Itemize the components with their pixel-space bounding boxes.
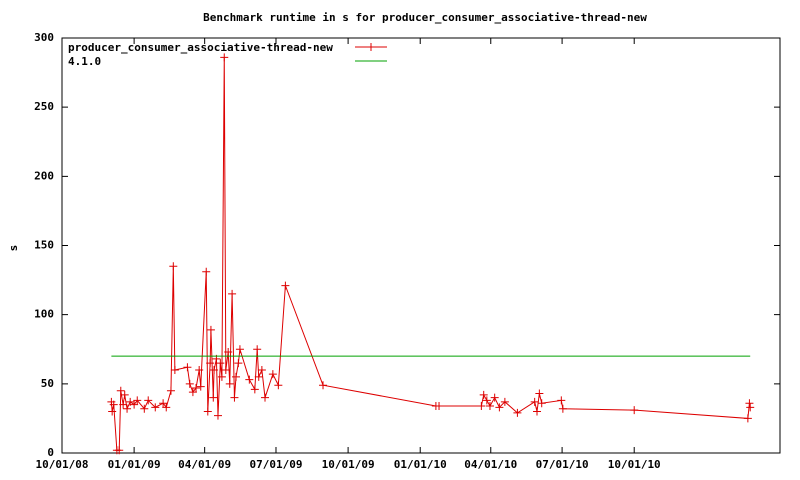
point-marker bbox=[109, 400, 118, 409]
point-marker bbox=[206, 325, 215, 334]
point-marker bbox=[119, 400, 128, 409]
point-marker bbox=[185, 379, 194, 388]
point-marker bbox=[183, 363, 192, 372]
point-marker bbox=[743, 414, 752, 423]
point-marker bbox=[170, 366, 179, 374]
point-marker bbox=[133, 396, 142, 405]
point-marker bbox=[210, 366, 219, 374]
point-marker bbox=[151, 403, 160, 412]
point-marker bbox=[261, 393, 270, 402]
point-marker bbox=[479, 390, 488, 399]
point-marker bbox=[535, 389, 544, 398]
point-marker bbox=[495, 403, 504, 412]
x-tick-label: 01/01/10 bbox=[394, 458, 447, 471]
point-marker bbox=[485, 401, 494, 410]
point-marker bbox=[221, 366, 230, 374]
x-tick-label: 10/01/09 bbox=[322, 458, 375, 471]
x-tick-label: 01/01/09 bbox=[108, 458, 161, 471]
x-tick-label: 10/01/10 bbox=[608, 458, 661, 471]
point-marker bbox=[202, 267, 211, 276]
point-marker bbox=[216, 359, 225, 368]
point-marker bbox=[188, 388, 197, 397]
point-marker bbox=[130, 400, 139, 409]
point-marker bbox=[232, 372, 241, 381]
point-marker bbox=[533, 407, 542, 416]
point-marker bbox=[225, 379, 234, 388]
y-tick-label: 50 bbox=[41, 377, 54, 390]
point-marker bbox=[257, 366, 266, 374]
point-marker bbox=[116, 386, 125, 395]
point-marker bbox=[195, 366, 204, 374]
x-tick-label: 04/01/09 bbox=[178, 458, 231, 471]
point-marker bbox=[435, 401, 444, 410]
point-marker bbox=[254, 372, 263, 381]
y-tick-label: 300 bbox=[34, 31, 54, 44]
point-marker bbox=[274, 381, 283, 390]
series-line bbox=[110, 57, 751, 451]
point-marker bbox=[120, 390, 129, 399]
point-marker bbox=[115, 446, 124, 455]
point-marker bbox=[123, 404, 132, 413]
point-marker bbox=[482, 396, 491, 405]
x-tick-label: 04/01/10 bbox=[464, 458, 517, 471]
point-marker bbox=[745, 399, 754, 408]
point-marker bbox=[477, 401, 486, 410]
y-tick-label: 250 bbox=[34, 100, 54, 113]
point-marker bbox=[490, 393, 499, 402]
point-marker bbox=[557, 396, 566, 405]
point-marker bbox=[250, 385, 259, 394]
point-marker bbox=[235, 345, 244, 354]
point-marker bbox=[234, 359, 243, 368]
point-marker bbox=[217, 372, 226, 381]
y-axis-label: s bbox=[7, 245, 20, 252]
point-marker bbox=[159, 399, 168, 408]
point-marker bbox=[140, 404, 149, 413]
point-marker bbox=[513, 408, 522, 417]
y-tick-label: 150 bbox=[34, 239, 54, 252]
point-marker bbox=[192, 383, 201, 392]
point-marker bbox=[319, 381, 328, 390]
point-marker bbox=[530, 397, 539, 406]
point-marker bbox=[166, 386, 175, 395]
point-marker bbox=[253, 345, 262, 354]
point-marker bbox=[206, 359, 215, 368]
point-marker bbox=[169, 262, 178, 271]
point-marker bbox=[209, 393, 218, 402]
point-marker bbox=[558, 404, 567, 413]
y-tick-label: 100 bbox=[34, 308, 54, 321]
legend-marker bbox=[367, 43, 375, 51]
point-marker bbox=[230, 393, 239, 402]
point-marker bbox=[268, 370, 277, 379]
point-marker bbox=[630, 406, 639, 415]
point-marker bbox=[500, 397, 509, 406]
y-tick-label: 200 bbox=[34, 169, 54, 182]
x-tick-label: 07/01/09 bbox=[249, 458, 302, 471]
point-marker bbox=[144, 396, 153, 405]
point-marker bbox=[537, 399, 546, 408]
point-marker bbox=[162, 403, 171, 412]
point-marker bbox=[228, 289, 237, 298]
point-marker bbox=[224, 348, 233, 357]
point-marker bbox=[220, 53, 229, 62]
point-marker bbox=[196, 382, 205, 391]
point-marker bbox=[108, 407, 117, 416]
point-marker bbox=[746, 403, 755, 412]
legend-label: producer_consumer_associative-thread-new bbox=[68, 41, 333, 54]
point-marker bbox=[213, 411, 222, 420]
point-marker bbox=[281, 281, 290, 290]
chart-title: Benchmark runtime in s for producer_cons… bbox=[203, 11, 647, 24]
x-tick-label: 10/01/08 bbox=[36, 458, 89, 471]
point-marker bbox=[203, 407, 212, 416]
legend-label: 4.1.0 bbox=[68, 55, 101, 68]
y-tick-label: 0 bbox=[47, 446, 54, 459]
point-marker bbox=[245, 375, 254, 384]
x-tick-label: 07/01/10 bbox=[536, 458, 589, 471]
